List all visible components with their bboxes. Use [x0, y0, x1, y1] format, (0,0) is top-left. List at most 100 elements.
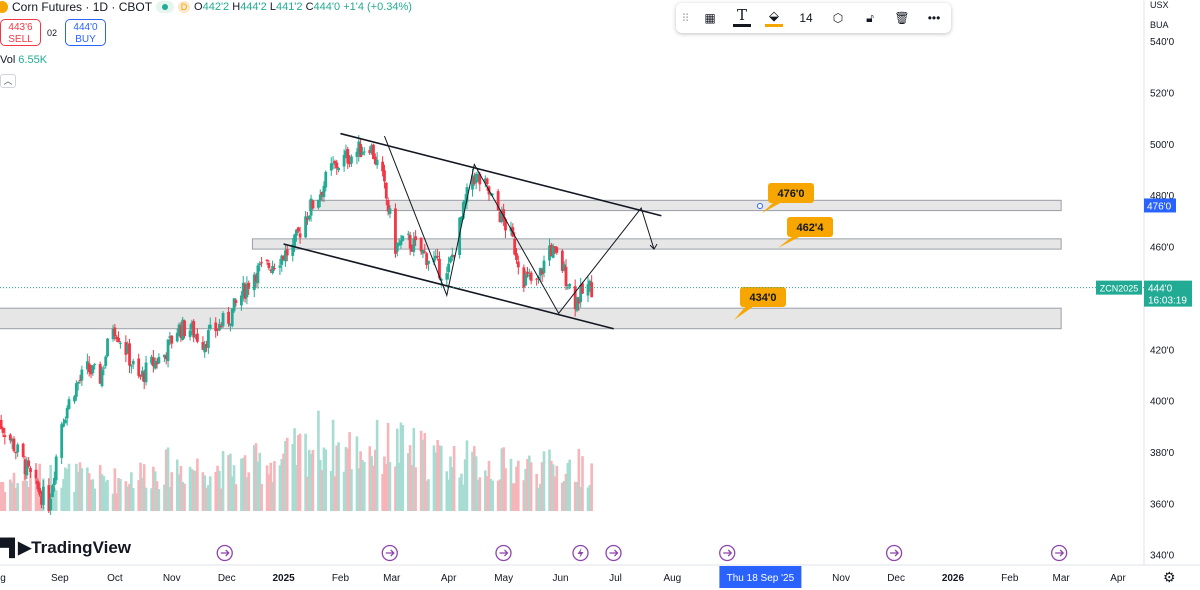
candle [320, 192, 324, 196]
market-status-icon[interactable] [156, 1, 175, 13]
symbol-tag[interactable] [1096, 280, 1142, 295]
volume-bar [436, 440, 439, 511]
volume-bar [561, 482, 564, 511]
volume-bar [515, 466, 518, 511]
price-tags: 476'0 ZCN2025 444'016:03:19 [1096, 198, 1192, 307]
candle [47, 485, 51, 512]
volume-bar [181, 481, 185, 511]
delete-button[interactable]: 🗑︎ [886, 3, 918, 33]
candle [267, 262, 271, 269]
volume-bar [183, 483, 186, 511]
candle [357, 141, 361, 155]
buy-button[interactable]: 444'0 BUY [65, 19, 106, 46]
tradingview-watermark[interactable]: ▀▌▶ TradingView [0, 538, 131, 558]
unit-button[interactable]: BUA [1150, 20, 1169, 30]
volume-bar [119, 479, 122, 511]
volume-bar [473, 446, 476, 511]
candle [516, 261, 520, 268]
last-price-tag[interactable] [1144, 280, 1192, 307]
text-color-button[interactable]: T [726, 3, 758, 33]
spread-value: 02 [47, 28, 58, 38]
callout-label[interactable]: 434'0 [734, 287, 786, 320]
volume-bar [344, 447, 348, 511]
candle [590, 282, 594, 298]
arrow-right-icon [609, 549, 619, 557]
candle [63, 419, 67, 424]
volume-bar [229, 453, 232, 511]
time-axis[interactable]: g Sep Oct Nov Dec 2025 Feb Mar Apr May Jun Jul Aug No… [0, 564, 1200, 588]
price-tick-label: 420'0 [1150, 345, 1175, 356]
price-axis[interactable]: 540'0520'0500'0480'0460'0440'0420'0400'0… [1143, 0, 1175, 565]
candle [219, 326, 223, 328]
volume-bar [10, 482, 14, 511]
arrow-right-icon [499, 549, 509, 557]
data-delay-badge[interactable]: D [178, 1, 191, 13]
event-marker-icon[interactable] [719, 544, 736, 562]
volume-bar [474, 456, 478, 511]
candle [38, 488, 42, 495]
candle [104, 356, 108, 366]
sell-button[interactable]: 443'6 SELL [0, 19, 41, 46]
callout-label[interactable]: 476'0 [762, 183, 814, 213]
grid-plus-icon: ▦ [704, 11, 716, 25]
candle [306, 218, 309, 220]
candle [549, 244, 553, 256]
volume-bar [9, 479, 12, 511]
sell-price: 443'6 [8, 22, 33, 33]
callout-label[interactable]: 462'4 [778, 217, 833, 248]
low-value: 441'2 [275, 1, 303, 13]
candle [472, 176, 476, 184]
more-button[interactable]: ••• [918, 3, 950, 33]
event-marker-icon[interactable] [605, 544, 622, 562]
text-color-swatch [733, 24, 751, 27]
volume-bar [64, 467, 67, 511]
chart-title[interactable]: Corn Futures · 1D · CBOT [12, 0, 153, 14]
candle [291, 244, 295, 256]
event-markers[interactable] [216, 544, 1068, 562]
zone-price-tag[interactable] [1144, 198, 1176, 213]
candle [87, 363, 91, 373]
support-resistance-zone[interactable] [0, 307, 1062, 330]
volume-bar [419, 430, 423, 511]
candle [85, 361, 89, 370]
event-marker-icon[interactable] [495, 544, 512, 562]
drawings[interactable] [283, 132, 662, 330]
volume-legend[interactable]: Vol 6.55K [0, 54, 47, 66]
templates-button[interactable]: ▦ [694, 3, 726, 33]
volume-bar [260, 483, 263, 511]
drag-handle-icon[interactable]: ⠿ [681, 12, 689, 25]
event-marker-icon[interactable] [216, 544, 233, 562]
font-size-button[interactable]: 14 [799, 11, 813, 25]
event-marker-icon[interactable] [885, 544, 903, 562]
volume-bar [170, 472, 174, 511]
volume-bar [306, 476, 309, 511]
volume-bar [298, 433, 302, 511]
candle [240, 295, 243, 306]
currency-button[interactable]: USX [1150, 0, 1169, 10]
event-marker-icon[interactable] [381, 544, 398, 562]
volume-bar [293, 428, 296, 511]
symbol-icon[interactable] [0, 1, 8, 13]
fill-color-button[interactable]: ⬙ [758, 3, 790, 33]
volume-bar [296, 435, 300, 511]
settings-button[interactable]: ⬡ [822, 3, 854, 33]
chart-settings-gear-icon[interactable]: ⚙ [1163, 569, 1176, 585]
trend-channel-line[interactable] [340, 132, 662, 217]
lock-button[interactable]: 🔓︎ [854, 3, 886, 33]
candle [229, 323, 232, 326]
volume-bar [218, 470, 221, 511]
support-resistance-zone[interactable] [308, 199, 1062, 212]
anchor-handle[interactable] [757, 202, 763, 209]
volume-bar [188, 466, 192, 511]
event-marker-icon[interactable] [1050, 544, 1068, 562]
volume-bar [395, 428, 399, 511]
candle [395, 242, 399, 252]
unlock-icon: 🔓︎ [866, 10, 874, 25]
candle [151, 357, 155, 367]
projection-path[interactable] [383, 135, 655, 315]
collapse-legend-button[interactable]: ︿ [0, 74, 16, 88]
price-callouts[interactable]: 476'0 462'4 434'0 [734, 183, 833, 320]
event-marker-icon[interactable] [572, 544, 589, 562]
volume-bar [205, 487, 208, 511]
